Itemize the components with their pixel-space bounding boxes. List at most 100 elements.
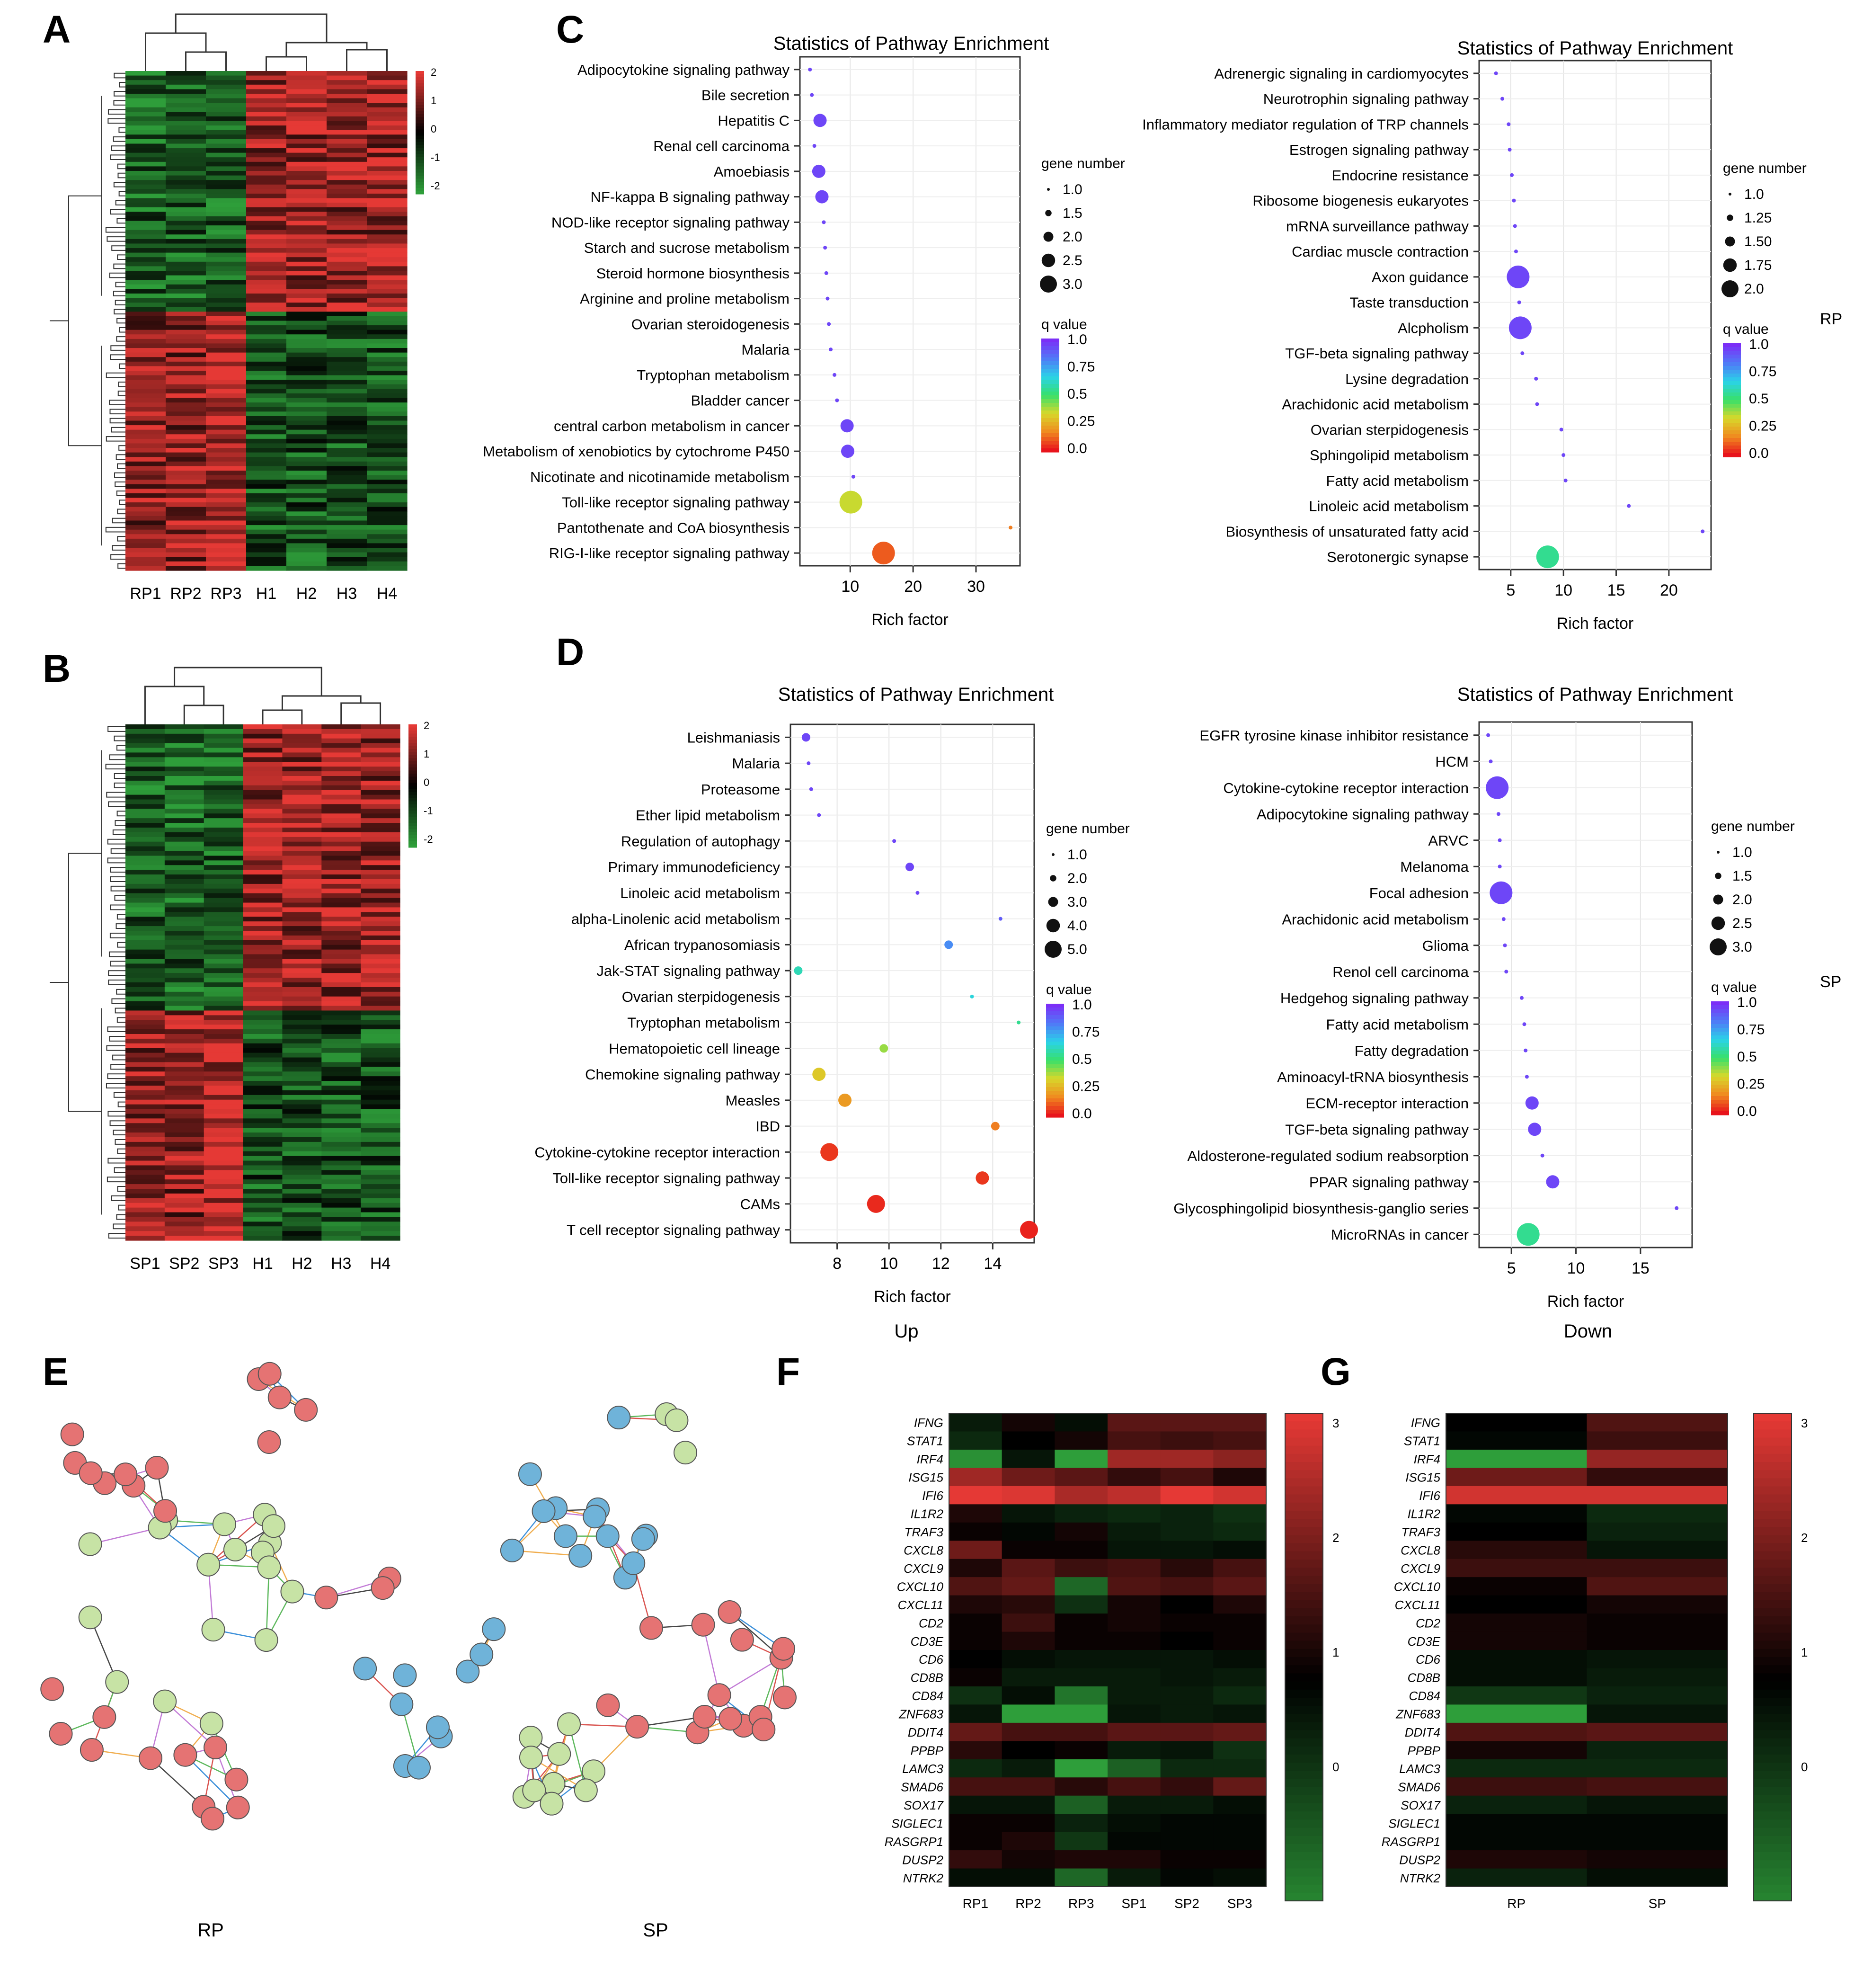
heatmap-cell — [1055, 1468, 1108, 1487]
heatmap-cell — [204, 1128, 244, 1133]
q-legend-step — [1723, 385, 1741, 389]
heatmap-cell — [125, 438, 166, 444]
heatmap-cell — [327, 443, 367, 448]
pathway-label: Linoleic acid metabolism — [1309, 498, 1469, 515]
colorbar-step — [1754, 1673, 1792, 1682]
colorbar-step — [1285, 1811, 1323, 1820]
heatmap-cell — [246, 489, 287, 494]
heatmap-cell — [204, 771, 244, 776]
heatmap-cell — [361, 1165, 400, 1170]
heatmap-cell — [125, 261, 166, 267]
heatmap-cell — [286, 438, 327, 444]
heatmap-cell — [949, 1795, 1002, 1814]
heatmap-cell — [367, 443, 408, 448]
color-scale-step — [416, 102, 424, 105]
colorbar-step — [1285, 1592, 1323, 1601]
pathway-label: NOD-like receptor signaling pathway — [551, 214, 790, 231]
network-node — [200, 1807, 224, 1831]
network-node — [105, 1670, 129, 1694]
network-node — [532, 1499, 556, 1523]
heatmap-cell — [164, 865, 204, 870]
network-node — [557, 1712, 581, 1736]
row-dendrogram — [50, 72, 125, 569]
heatmap-cell — [1587, 1577, 1728, 1596]
gene-label: RASGRP1 — [1382, 1835, 1440, 1849]
heatmap-cell — [361, 1198, 400, 1203]
heatmap-cell — [164, 851, 204, 856]
pathway-label: MicroRNAs in cancer — [1331, 1226, 1469, 1243]
heatmap-cell — [282, 1001, 322, 1007]
heatmap-cell — [282, 1132, 322, 1138]
heatmap-cell — [243, 865, 283, 870]
heatmap-cell — [286, 216, 327, 222]
q-legend-step — [1723, 343, 1741, 348]
heatmap-cell — [166, 321, 206, 326]
network-node — [470, 1642, 494, 1667]
heatmap-cell — [164, 1212, 204, 1218]
heatmap-cell — [949, 1704, 1002, 1723]
heatmap-cell — [282, 1090, 322, 1096]
heatmap-cell — [204, 767, 244, 772]
heatmap-cell — [282, 823, 322, 828]
q-legend-label: 0.5 — [1749, 391, 1769, 407]
pathway-label: Hematopoietic cell lineage — [609, 1040, 780, 1057]
heatmap-cell — [321, 982, 361, 988]
enrichment-point — [1520, 996, 1524, 1000]
color-scale-step — [416, 160, 424, 164]
heatmap-cell — [1587, 1631, 1728, 1650]
heatmap-cell — [282, 752, 322, 758]
heatmap-cell — [243, 729, 283, 734]
heatmap-cell — [282, 846, 322, 852]
heatmap-cell — [282, 1137, 322, 1142]
heatmap-cell — [282, 879, 322, 884]
heatmap-cell — [166, 221, 206, 226]
heatmap-cell — [206, 493, 247, 499]
q-legend-step — [1046, 1072, 1064, 1076]
heatmap-cell — [125, 252, 166, 258]
heatmap-cell — [282, 790, 322, 795]
heatmap-cell — [327, 475, 367, 480]
heatmap-cell — [204, 1090, 244, 1096]
heatmap-cell — [246, 307, 287, 312]
heatmap-cell — [164, 1015, 204, 1020]
heatmap-cell — [246, 348, 287, 353]
q-legend-step — [1041, 403, 1059, 407]
heatmap-cell — [367, 130, 408, 135]
network-node — [353, 1657, 377, 1681]
heatmap-cell — [1160, 1814, 1214, 1833]
q-legend-step — [1041, 433, 1059, 437]
colorbar-step — [1754, 1543, 1792, 1552]
enrichment-point — [1675, 1206, 1679, 1210]
heatmap-cell — [206, 193, 247, 199]
heatmap-cell — [125, 1179, 165, 1185]
size-legend-label: 3.0 — [1063, 276, 1082, 292]
enrichment-point — [867, 1195, 885, 1213]
heatmap-cell — [164, 1038, 204, 1044]
heatmap-cell — [286, 371, 327, 376]
heatmap-cell — [327, 75, 367, 80]
size-legend-label: 3.0 — [1732, 939, 1752, 955]
heatmap-cell — [246, 548, 287, 553]
heatmap-cell — [367, 484, 408, 489]
heatmap-cell — [321, 1156, 361, 1161]
heatmap-cell — [327, 261, 367, 267]
heatmap-cell — [286, 429, 327, 435]
q-legend-step — [1041, 350, 1059, 354]
heatmap-cell — [125, 266, 166, 271]
heatmap-cell — [166, 143, 206, 149]
colorbar-step — [1754, 1527, 1792, 1536]
gene-label: CD8B — [911, 1671, 943, 1685]
heatmap-cell — [125, 75, 166, 80]
heatmap-cell — [321, 1137, 361, 1142]
heatmap-cell — [321, 743, 361, 749]
heatmap-cell — [206, 502, 247, 508]
heatmap-cell — [206, 252, 247, 258]
heatmap-cell — [206, 448, 247, 453]
heatmap-cell — [286, 89, 327, 94]
heatmap-cell — [204, 902, 244, 908]
heatmap-cell — [282, 1217, 322, 1222]
colorbar-step — [1754, 1453, 1792, 1462]
colorbar-step — [1754, 1437, 1792, 1446]
heatmap-cell — [125, 1207, 165, 1213]
heatmap-cell — [361, 996, 400, 1002]
